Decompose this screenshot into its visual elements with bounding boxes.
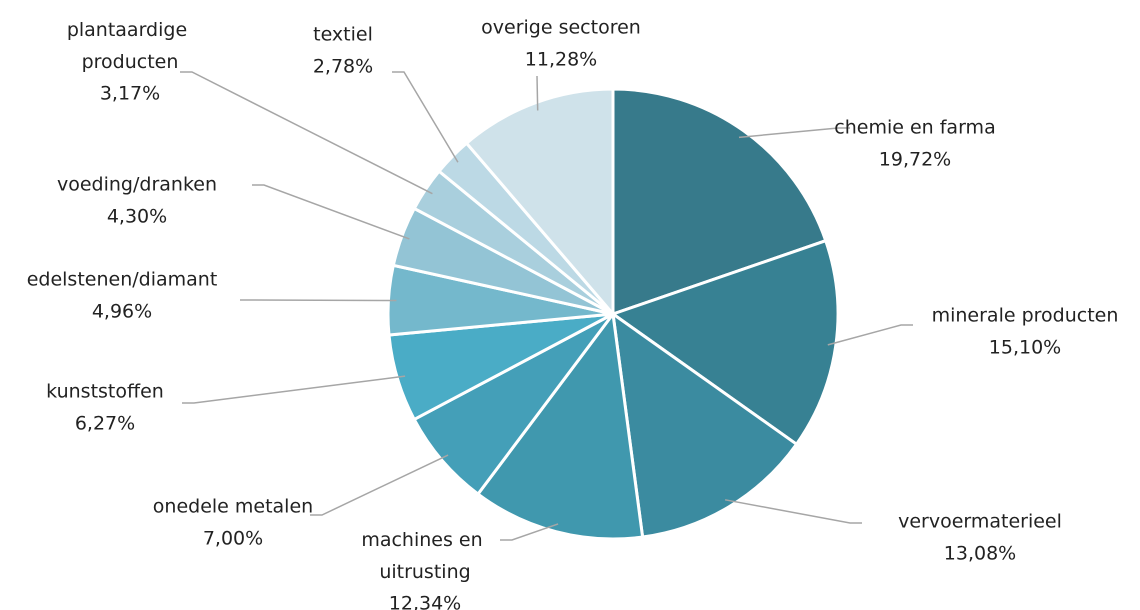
slice-label: voeding/dranken <box>57 174 217 196</box>
leader-line <box>500 523 559 541</box>
value-label: 7,00% <box>203 528 263 550</box>
leader-line <box>724 499 862 524</box>
pie-slice <box>611 310 799 539</box>
slice-label: plantaardige producten <box>67 19 193 73</box>
value-label: 6,27% <box>75 413 135 435</box>
value-label: 4,96% <box>92 301 152 323</box>
value-label: 12,34% <box>389 593 461 610</box>
leader-line <box>536 75 539 111</box>
value-label: 15,10% <box>989 337 1061 359</box>
slice-label: chemie en farma <box>834 117 995 139</box>
value-label: 4,30% <box>107 206 167 228</box>
slice-label: vervoermaterieel <box>898 511 1062 533</box>
pie-slice <box>609 238 840 447</box>
slice-label: textiel <box>313 24 373 46</box>
pie-slice <box>464 87 615 319</box>
slice-label: machines en uitrusting <box>361 529 488 583</box>
slice-label: onedele metalen <box>153 496 313 518</box>
slice-label: minerale producten <box>932 305 1119 327</box>
leader-line <box>240 299 397 302</box>
leader-line <box>738 127 850 139</box>
value-label: 11,28% <box>525 49 597 71</box>
leader-line <box>180 71 433 195</box>
leader-line <box>392 71 459 163</box>
leader-line <box>827 324 913 346</box>
value-label: 13,08% <box>944 543 1016 565</box>
slice-label: edelstenen/diamant <box>27 269 218 291</box>
pie-slice <box>475 310 645 541</box>
value-label: 19,72% <box>879 149 951 171</box>
value-label: 2,78% <box>313 56 373 78</box>
leader-line <box>252 184 410 240</box>
leader-line <box>182 375 406 404</box>
slice-label: overige sectoren <box>481 17 641 39</box>
slice-label: kunststoffen <box>46 381 164 403</box>
value-label: 3,17% <box>100 83 160 105</box>
leader-line <box>310 454 449 516</box>
